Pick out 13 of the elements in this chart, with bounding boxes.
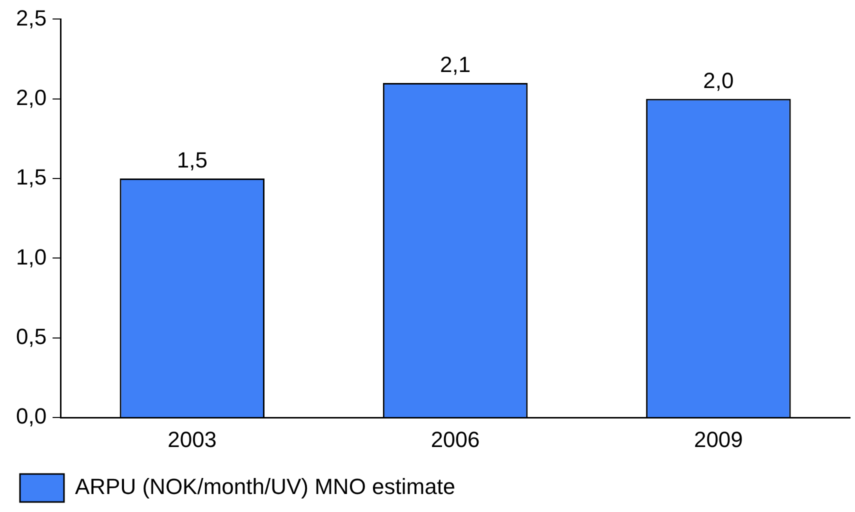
x-tick-label: 2009 bbox=[694, 426, 743, 452]
data-label: 2,1 bbox=[440, 52, 471, 78]
data-label: 2,0 bbox=[703, 68, 734, 93]
y-tick-label: 1,0 bbox=[16, 244, 47, 270]
y-tick-label: 2,0 bbox=[16, 84, 47, 110]
y-tick-label: 0,0 bbox=[16, 404, 47, 429]
x-tick-label: 2003 bbox=[168, 426, 217, 452]
data-label: 1,5 bbox=[176, 148, 208, 173]
y-tick-label: 1,5 bbox=[16, 164, 47, 190]
legend-label: ARPU (NOK/month/UV) MNO estimate bbox=[75, 474, 456, 500]
y-tick-label: 2,5 bbox=[16, 5, 47, 30]
x-tick-label: 2006 bbox=[430, 426, 480, 452]
y-tick-label: 0,5 bbox=[16, 324, 47, 349]
